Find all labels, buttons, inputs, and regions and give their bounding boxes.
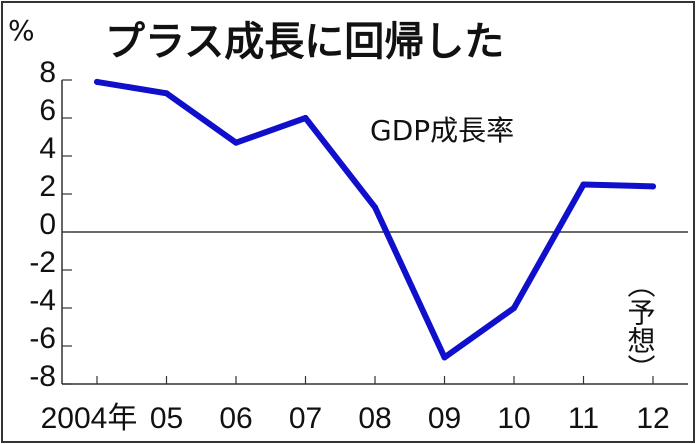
data-point xyxy=(94,78,100,85)
y-tick-label: 8 xyxy=(39,56,56,89)
y-tick-label: -2 xyxy=(29,246,56,279)
x-tick-label: 09 xyxy=(428,402,461,435)
x-tick-label: 07 xyxy=(289,402,322,435)
chart-title: プラス成長に回帰した xyxy=(105,19,504,65)
y-tick-label: -4 xyxy=(29,284,56,317)
y-tick-label: -8 xyxy=(29,360,56,393)
series-label: GDP成長率 xyxy=(370,114,514,147)
y-tick-label: 2 xyxy=(39,170,56,203)
y-unit-label: % xyxy=(8,14,35,47)
x-tick-label: 08 xyxy=(358,402,391,435)
x-tick-label: 2004年 xyxy=(41,402,138,435)
data-point xyxy=(580,181,587,188)
x-tick-label: 11 xyxy=(568,402,599,435)
y-tick-label: 4 xyxy=(39,132,56,165)
data-point xyxy=(163,90,170,97)
x-tick-label: 06 xyxy=(219,402,252,435)
data-point xyxy=(302,115,309,121)
x-tick-label: 05 xyxy=(150,402,183,435)
data-point xyxy=(511,305,517,311)
x-tick-label: 10 xyxy=(497,402,530,435)
y-tick-label: -6 xyxy=(29,322,56,355)
y-tick-label: 6 xyxy=(39,94,56,127)
data-point xyxy=(650,183,656,190)
data-point xyxy=(372,204,378,211)
y-tick-label: 0 xyxy=(39,208,56,241)
data-point xyxy=(233,139,239,146)
forecast-note: （予想） xyxy=(624,270,657,382)
data-point xyxy=(441,354,448,361)
x-tick-label: 12 xyxy=(636,402,669,435)
